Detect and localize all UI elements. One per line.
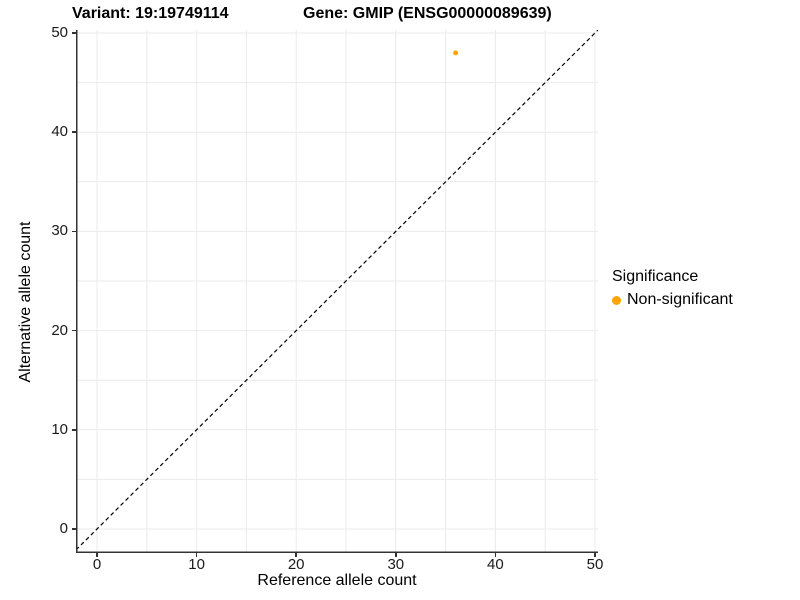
x-tick-mark [295, 553, 297, 557]
x-tick-label: 40 [487, 556, 504, 573]
scatter-plot-svg [76, 30, 598, 553]
x-tick-mark [395, 553, 397, 557]
x-tick-label: 20 [287, 556, 305, 573]
plot-panel [76, 30, 598, 553]
data-point [453, 50, 459, 56]
x-tick-label: 30 [387, 556, 405, 573]
x-tick-label: 0 [92, 556, 102, 573]
y-tick-mark [72, 329, 76, 332]
legend-title: Significance [612, 268, 699, 285]
y-tick-mark [72, 230, 76, 233]
x-tick-label: 50 [586, 556, 604, 573]
legend-point-icon [612, 295, 621, 305]
y-tick-mark [72, 131, 76, 133]
x-tick-mark [594, 553, 596, 557]
x-tick-label: 10 [188, 556, 205, 573]
y-tick-mark [72, 528, 76, 530]
legend-entries: Non-significant [612, 290, 733, 310]
legend-entry-label: Non-significant [627, 291, 733, 308]
plot-title-variant: Variant: 19:19749114 [72, 5, 229, 22]
x-tick-mark [96, 553, 98, 557]
legend-entry: Non-significant [612, 290, 733, 310]
x-axis-label: Reference allele count [257, 572, 417, 589]
y-tick-label: 30 [51, 222, 68, 240]
identity-line [76, 30, 598, 551]
y-tick-mark [72, 32, 76, 34]
legend: Significance Non-significant [612, 267, 733, 310]
plot-title-gene: Gene: GMIP (ENSG00000089639) [303, 5, 552, 22]
x-tick-mark [494, 553, 497, 557]
y-tick-mark [72, 429, 76, 431]
y-tick-label: 10 [51, 420, 68, 438]
y-tick-label: 50 [51, 24, 68, 41]
x-tick-mark [195, 553, 198, 557]
y-tick-label: 20 [51, 321, 68, 339]
y-axis-label: Alternative allele count [17, 221, 34, 383]
y-tick-label: 40 [51, 123, 68, 141]
y-tick-label: 0 [59, 520, 68, 537]
